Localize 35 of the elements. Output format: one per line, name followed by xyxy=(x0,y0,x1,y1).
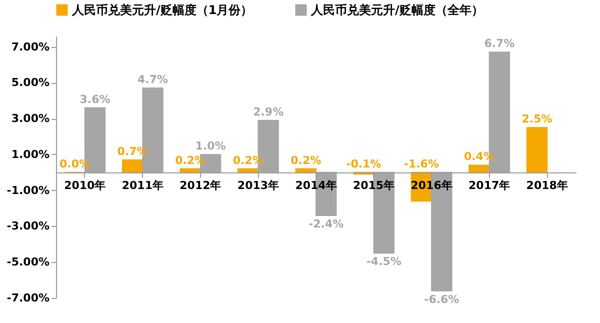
x-tick-label: 2017年 xyxy=(468,178,510,192)
data-label: 1.0% xyxy=(195,139,226,152)
y-tick-label: 7.00% xyxy=(11,40,50,54)
legend-label: 人民币兑美元升/贬幅度（全年） xyxy=(310,3,484,17)
x-tick-label: 2014年 xyxy=(295,178,337,192)
data-label: -4.5% xyxy=(366,255,402,268)
y-tick-label: -1.00% xyxy=(6,184,50,197)
y-tick-label: -5.00% xyxy=(6,256,50,269)
x-tick-label: 2010年 xyxy=(64,178,106,192)
y-tick-label: -3.00% xyxy=(6,220,50,233)
x-tick-label: 2018年 xyxy=(526,178,568,192)
data-label: -2.4% xyxy=(308,217,344,230)
data-label: 3.6% xyxy=(80,92,110,106)
legend-label: 人民币兑美元升/贬幅度（1月份） xyxy=(71,3,253,17)
data-label: 6.7% xyxy=(484,37,515,50)
x-tick-label: 2013年 xyxy=(237,178,280,192)
data-label: 4.7% xyxy=(138,73,168,86)
data-label: 0.7% xyxy=(117,144,148,158)
y-tick-label: 5.00% xyxy=(11,76,50,90)
data-label: -1.6% xyxy=(404,157,439,170)
data-label: 0.0% xyxy=(60,157,90,170)
x-tick-label: 2012年 xyxy=(180,178,222,192)
data-label: 0.2% xyxy=(232,154,264,167)
data-label: -0.1% xyxy=(346,157,382,170)
y-tick-label: 3.00% xyxy=(11,112,50,126)
data-label: 0.4% xyxy=(464,150,494,164)
y-tick-label: 1.00% xyxy=(11,148,50,161)
y-tick-label: -7.00% xyxy=(6,292,50,304)
data-label: 0.2% xyxy=(175,154,206,167)
x-tick-label: 2011年 xyxy=(122,178,164,192)
x-tick-label: 2015年 xyxy=(352,178,395,192)
data-label: -6.6% xyxy=(424,292,460,306)
data-label: 2.9% xyxy=(253,105,284,118)
data-label: 0.2% xyxy=(290,154,322,167)
data-label: 2.5% xyxy=(522,112,552,126)
